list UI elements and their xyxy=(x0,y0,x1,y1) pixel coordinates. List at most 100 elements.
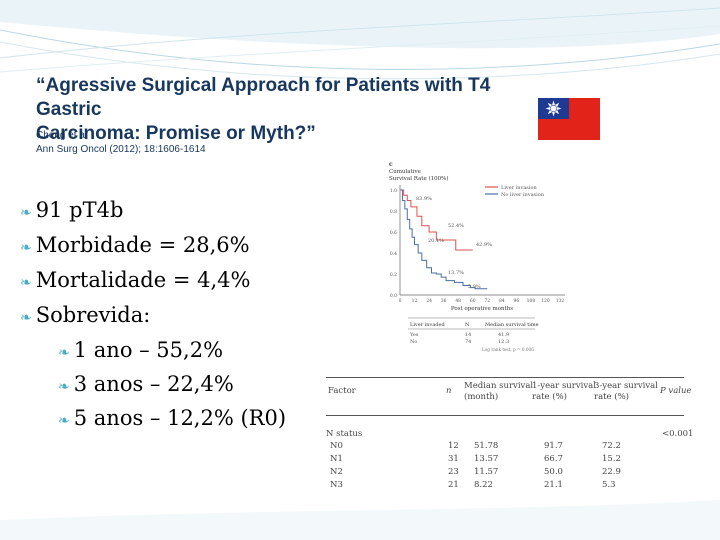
bullet-marker-icon: ❧ xyxy=(58,413,70,429)
table-cell: 66.7 xyxy=(544,454,563,464)
bullet-text: Mortalidade = 4,4% xyxy=(35,268,251,292)
bullet-marker-icon: ❧ xyxy=(20,240,32,256)
col-header-p-value: P value xyxy=(660,386,692,396)
x-tick-label: 60 xyxy=(470,298,476,304)
mini-table-header-liver: Liver invaded xyxy=(410,322,445,328)
survival-curve-figure: c Cumulative Survival Rate (100%) Liver … xyxy=(370,160,570,355)
bullet-item: ❧ Sobrevida: xyxy=(20,303,150,327)
panel-label: c xyxy=(389,161,393,168)
table-cell: 91.7 xyxy=(544,441,563,451)
x-tick-label: 132 xyxy=(556,298,565,304)
bullet-text: Morbidade = 28,6% xyxy=(35,233,250,257)
x-ticks: 0 12 24 36 48 60 72 84 96 108 120 132 xyxy=(399,298,565,304)
col-header-median-survival-unit: (month) xyxy=(464,392,499,402)
bullet-item: ❧ Mortalidade = 4,4% xyxy=(20,268,250,292)
col-header-1yr-survival: 1-year survival xyxy=(532,381,596,391)
x-tick-label: 108 xyxy=(527,298,536,304)
bullet-marker-icon: ❧ xyxy=(58,345,70,361)
table-cell: N2 xyxy=(330,467,343,477)
bullet-item: ❧ 91 pT4b xyxy=(20,198,123,222)
y-axis-title-line2: Survival Rate (100%) xyxy=(389,175,448,182)
y-tick-label: 0.0 xyxy=(390,293,397,299)
x-tick-label: 96 xyxy=(513,298,519,304)
annotation-83.9: 83.9% xyxy=(416,196,432,202)
table-cell: 13.57 xyxy=(474,454,499,464)
bullet-marker-icon: ❧ xyxy=(20,275,32,291)
x-tick-label: 120 xyxy=(541,298,550,304)
bullet-item: ❧ Morbidade = 28,6% xyxy=(20,233,250,257)
table-cell: 51.78 xyxy=(474,441,499,451)
table-cell: 72.2 xyxy=(602,441,621,451)
bullet-text: 1 ano – 55,2% xyxy=(73,338,224,362)
bullet-text: 91 pT4b xyxy=(35,198,124,222)
y-tick-label: 0.8 xyxy=(390,209,397,215)
mini-table-cell: No xyxy=(410,339,417,345)
slide-title-line2: Carcinoma: Promise or Myth?” xyxy=(36,123,316,144)
x-axis-title: Post operative months xyxy=(451,306,513,312)
legend-liver-label: Liver invasion xyxy=(501,185,537,191)
table-cell: 5.3 xyxy=(602,480,616,490)
citation: Cheng et al Ann Surg Oncol (2012); 18:16… xyxy=(36,129,206,157)
group-label-n-status: N status xyxy=(326,429,363,439)
y-tick-label: 0.2 xyxy=(390,272,397,278)
table-cell: N0 xyxy=(330,441,343,451)
table-cell: 12 xyxy=(448,441,459,451)
group-p-value: <0.001 xyxy=(662,429,694,439)
sub-bullet-item: ❧ 1 ano – 55,2% xyxy=(58,338,223,362)
mini-table-cell: 14 xyxy=(465,332,471,338)
mini-table-cell: Yes xyxy=(409,332,419,338)
y-ticks: 1.0 0.8 0.6 0.4 0.2 0.0 xyxy=(390,188,397,299)
x-tick-label: 48 xyxy=(455,298,461,304)
table-cell: 21.1 xyxy=(544,480,563,490)
citation-authors: Cheng et al xyxy=(36,130,88,141)
legend-no-liver-label: No liver invasion xyxy=(501,192,545,198)
bullet-marker-icon: ❧ xyxy=(20,205,32,221)
bullet-text: 5 anos – 12,2% (R0) xyxy=(73,406,287,430)
annotation-52.4: 52.4% xyxy=(448,223,464,229)
bullet-text: Sobrevida: xyxy=(35,303,151,327)
x-tick-label: 12 xyxy=(412,298,418,304)
col-header-3yr-survival: 3-year survival xyxy=(594,381,658,391)
table-cell: 21 xyxy=(448,480,459,490)
table-cell: 50.0 xyxy=(544,467,563,477)
table-cell: N3 xyxy=(330,480,343,490)
annotation-20.1: 20.1% xyxy=(428,238,444,244)
table-cell: 11.57 xyxy=(474,467,499,477)
col-header-factor: Factor xyxy=(328,386,356,396)
table-cell: 8.22 xyxy=(474,480,493,490)
y-tick-label: 0.6 xyxy=(390,230,397,236)
col-header-n: n xyxy=(446,386,452,396)
survival-curve-no-liver-invasion xyxy=(400,189,488,290)
annotation-5.9: 5.9% xyxy=(468,284,481,290)
annotation-13.7: 13.7% xyxy=(448,270,464,276)
table-rule-mid xyxy=(326,415,684,416)
citation-journal: Ann Surg Oncol (2012); 18:1606-1614 xyxy=(36,144,206,155)
mini-table-cell: 41.9 xyxy=(498,332,509,338)
n-status-table: Factor n Median survival (month) 1-year … xyxy=(322,375,694,495)
slide-title: “Agressive Surgical Approach for Patient… xyxy=(36,74,526,146)
x-tick-label: 84 xyxy=(499,298,505,304)
y-tick-label: 1.0 xyxy=(390,188,397,194)
x-tick-label: 0 xyxy=(399,298,402,304)
slide-title-line1: “Agressive Surgical Approach for Patient… xyxy=(36,75,491,120)
col-header-median-survival: Median survival xyxy=(464,381,534,391)
mini-table-cell: 12.3 xyxy=(498,339,509,345)
y-axis-title-line1: Cumulative xyxy=(389,169,421,175)
table-rule-top xyxy=(326,377,684,378)
mini-table-header-median: Median survival time xyxy=(485,322,539,328)
table-cell: 31 xyxy=(448,454,459,464)
bullet-text: 3 anos – 22,4% xyxy=(73,372,234,396)
annotation-42.9: 42.9% xyxy=(476,242,492,248)
mini-table-cell: 74 xyxy=(465,339,471,345)
table-cell: 23 xyxy=(448,467,459,477)
sub-bullet-item: ❧ 3 anos – 22,4% xyxy=(58,372,234,396)
x-tick-label: 72 xyxy=(484,298,490,304)
table-cell: 22.9 xyxy=(602,467,621,477)
col-header-1yr-survival-unit: rate (%) xyxy=(532,392,567,402)
x-tick-label: 24 xyxy=(426,298,432,304)
sub-bullet-item: ❧ 5 anos – 12,2% (R0) xyxy=(58,406,286,430)
mini-table-header-n: N xyxy=(465,322,470,328)
table-cell: N1 xyxy=(330,454,343,464)
taiwan-flag-icon xyxy=(538,98,600,140)
col-header-3yr-survival-unit: rate (%) xyxy=(594,392,629,402)
